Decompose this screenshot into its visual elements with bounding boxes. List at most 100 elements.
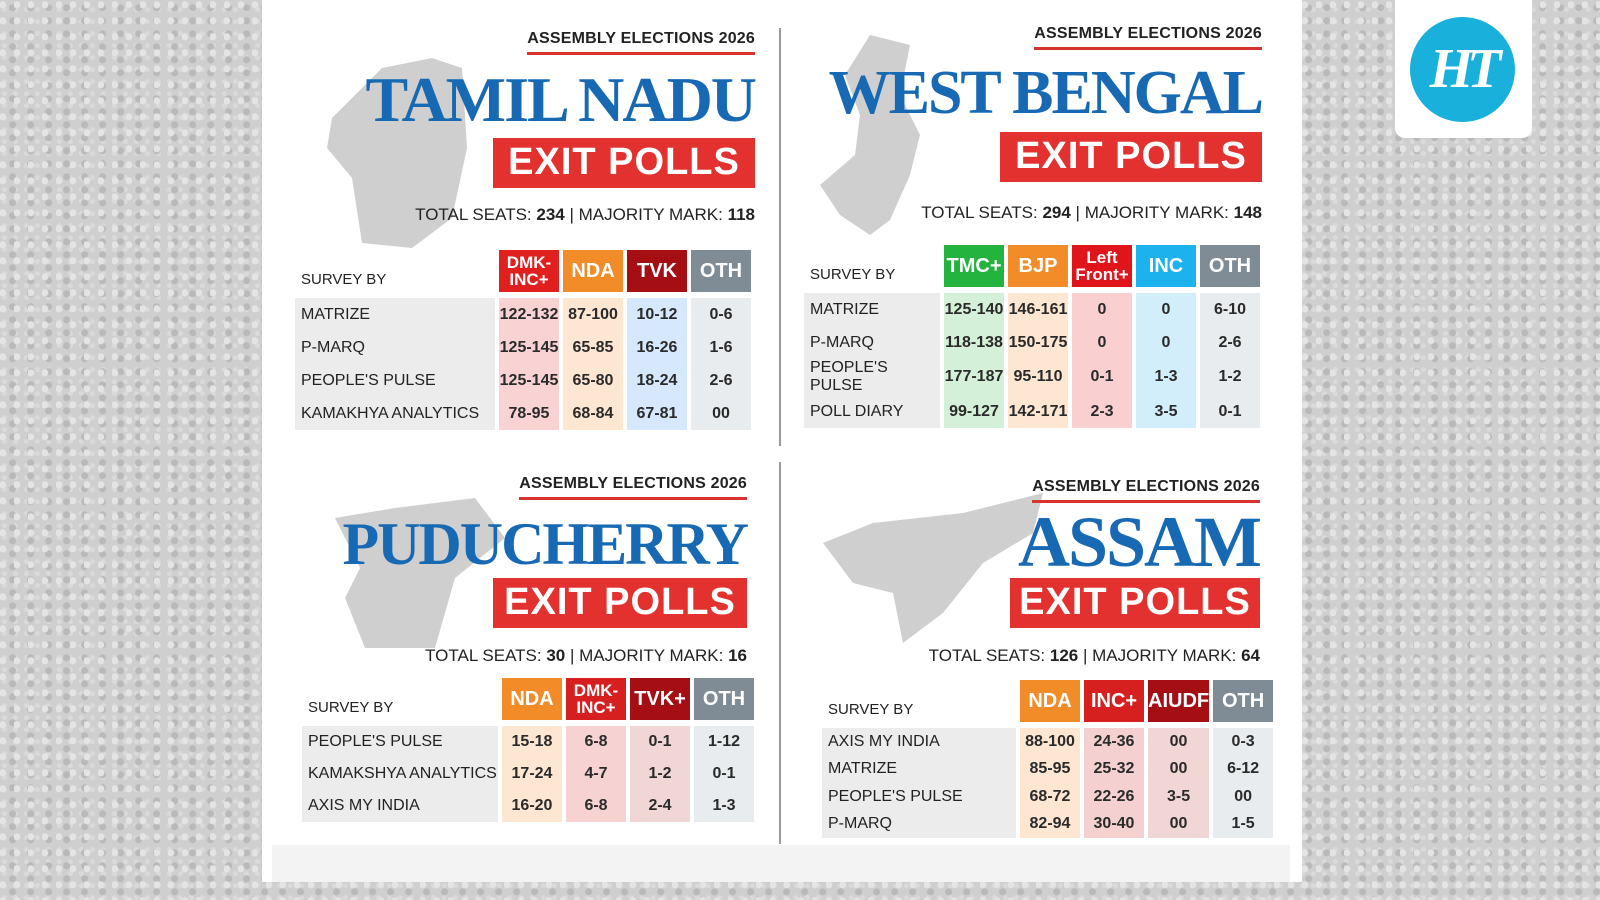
seat-range-cell: 78-95 — [499, 397, 559, 430]
exit-polls-badge: EXIT POLLS — [493, 138, 755, 188]
pollster-name: PEOPLE'S PULSE — [804, 359, 940, 395]
survey-by-header: SURVEY BY — [804, 245, 940, 293]
pollster-name: MATRIZE — [822, 755, 1016, 783]
table-header-row: SURVEY BY NDA INC+ AIUDF OTH — [822, 680, 1274, 728]
seat-range-cell: 6-8 — [566, 790, 626, 822]
seat-range-cell: 125-145 — [499, 331, 559, 364]
majority-value: 64 — [1241, 646, 1260, 665]
pollster-name: AXIS MY INDIA — [302, 790, 498, 822]
party-header: Left Front+ — [1072, 245, 1132, 293]
table-row: PEOPLE'S PULSE 68-72 22-26 3-5 00 — [822, 783, 1274, 811]
table-row: P-MARQ 125-145 65-85 16-26 1-6 — [295, 331, 751, 364]
puducherry-map-silhouette — [335, 498, 505, 648]
pollster-name: P-MARQ — [295, 331, 495, 364]
table-row: MATRIZE 122-132 87-100 10-12 0-6 — [295, 298, 751, 331]
tamil-nadu-map-silhouette — [327, 58, 467, 248]
seat-range-cell: 125-140 — [944, 293, 1004, 326]
seat-range-cell: 0-1 — [630, 726, 690, 758]
seat-range-cell: 17-24 — [502, 758, 562, 790]
seat-range-cell: 0 — [1136, 293, 1196, 326]
exit-polls-badge: EXIT POLLS — [1000, 132, 1262, 182]
seat-range-cell: 0 — [1136, 326, 1196, 359]
seat-range-cell: 00 — [1148, 728, 1210, 756]
ht-logo: HT — [1395, 0, 1532, 138]
table-row: AXIS MY INDIA 16-20 6-8 2-4 1-3 — [302, 790, 754, 822]
seat-range-cell: 2-4 — [630, 790, 690, 822]
seat-range-cell: 1-6 — [691, 331, 751, 364]
seat-range-cell: 95-110 — [1008, 359, 1068, 395]
table-header-row: SURVEY BY NDA DMK- INC+ TVK+ OTH — [302, 678, 754, 726]
seat-range-cell: 25-32 — [1084, 755, 1144, 783]
table-header-row: SURVEY BY DMK- INC+ NDA TVK OTH — [295, 250, 751, 298]
seat-range-cell: 0-3 — [1213, 728, 1274, 756]
seat-range-cell: 22-26 — [1084, 783, 1144, 811]
party-header: OTH — [694, 678, 754, 726]
seat-range-cell: 2-6 — [691, 364, 751, 397]
seats-summary: TOTAL SEATS: 30 | MAJORITY MARK: 16 — [425, 646, 747, 665]
seat-range-cell: 00 — [1213, 783, 1274, 811]
party-header: OTH — [1200, 245, 1260, 293]
majority-label: MAJORITY MARK: — [1084, 203, 1229, 222]
majority-label: MAJORITY MARK: — [578, 205, 723, 224]
pollster-name: P-MARQ — [822, 810, 1016, 838]
party-header: AIUDF — [1148, 680, 1210, 728]
seat-range-cell: 142-171 — [1008, 395, 1068, 428]
seat-range-cell: 82-94 — [1020, 810, 1080, 838]
map-shape — [823, 493, 1043, 643]
seat-range-cell: 15-18 — [502, 726, 562, 758]
pollster-name: MATRIZE — [804, 293, 940, 326]
table-row: KAMAKHYA ANALYTICS 78-95 68-84 67-81 00 — [295, 397, 751, 430]
seat-range-cell: 146-161 — [1008, 293, 1068, 326]
total-seats-value: 234 — [536, 205, 565, 224]
seat-range-cell: 1-12 — [694, 726, 754, 758]
table-row: PEOPLE'S PULSE 177-187 95-110 0-1 1-3 1-2 — [804, 359, 1260, 395]
ht-logo-mark: HT — [1410, 17, 1515, 122]
seat-range-cell: 6-12 — [1213, 755, 1274, 783]
seat-range-cell: 00 — [1148, 810, 1210, 838]
pollster-name: POLL DIARY — [804, 395, 940, 428]
table-row: KAMAKSHYA ANALYTICS 17-24 4-7 1-2 0-1 — [302, 758, 754, 790]
party-header: DMK- INC+ — [499, 250, 559, 298]
table-row: P-MARQ 82-94 30-40 00 1-5 — [822, 810, 1274, 838]
seat-range-cell: 18-24 — [627, 364, 687, 397]
seat-range-cell: 65-80 — [563, 364, 623, 397]
seat-range-cell: 118-138 — [944, 326, 1004, 359]
table-header-row: SURVEY BY TMC+ BJP Left Front+ INC OTH — [804, 245, 1260, 293]
seats-summary: TOTAL SEATS: 294 | MAJORITY MARK: 148 — [921, 203, 1262, 222]
party-header: OTH — [691, 250, 751, 298]
pollster-name: PEOPLE'S PULSE — [822, 783, 1016, 811]
majority-value: 16 — [728, 646, 747, 665]
total-seats-value: 30 — [546, 646, 566, 665]
seat-range-cell: 85-95 — [1020, 755, 1080, 783]
seat-range-cell: 00 — [691, 397, 751, 430]
seat-range-cell: 0-1 — [1200, 395, 1260, 428]
header-label: ASSEMBLY ELECTIONS 2026 — [527, 30, 755, 55]
seat-range-cell: 1-2 — [1200, 359, 1260, 395]
total-seats-label: TOTAL SEATS: — [425, 646, 542, 665]
state-title: TAMIL NADU — [365, 64, 757, 135]
total-seats-value: 294 — [1042, 203, 1071, 222]
seat-range-cell: 4-7 — [566, 758, 626, 790]
seat-range-cell: 1-5 — [1213, 810, 1274, 838]
exit-polls-badge: EXIT POLLS — [493, 578, 747, 628]
seat-range-cell: 68-72 — [1020, 783, 1080, 811]
survey-by-header: SURVEY BY — [295, 250, 495, 298]
seat-range-cell: 0-1 — [1072, 359, 1132, 395]
party-header: NDA — [563, 250, 623, 298]
state-title: WEST BENGAL — [828, 59, 1264, 127]
seat-range-cell: 87-100 — [563, 298, 623, 331]
exit-poll-table: SURVEY BY NDA DMK- INC+ TVK+ OTH PEOPLE'S PUL… — [298, 678, 758, 822]
seats-summary: TOTAL SEATS: 126 | MAJORITY MARK: 64 — [928, 646, 1260, 665]
seat-range-cell: 65-85 — [563, 331, 623, 364]
party-header: DMK- INC+ — [566, 678, 626, 726]
seat-range-cell: 0 — [1072, 326, 1132, 359]
map-shape — [820, 35, 920, 235]
party-header: INC+ — [1084, 680, 1144, 728]
divider — [779, 462, 781, 844]
survey-by-header: SURVEY BY — [822, 680, 1016, 728]
seat-range-cell: 10-12 — [627, 298, 687, 331]
table-row: MATRIZE 85-95 25-32 00 6-12 — [822, 755, 1274, 783]
header-label: ASSEMBLY ELECTIONS 2026 — [1034, 25, 1262, 50]
table-row: PEOPLE'S PULSE 125-145 65-80 18-24 2-6 — [295, 364, 751, 397]
pollster-name: PEOPLE'S PULSE — [295, 364, 495, 397]
